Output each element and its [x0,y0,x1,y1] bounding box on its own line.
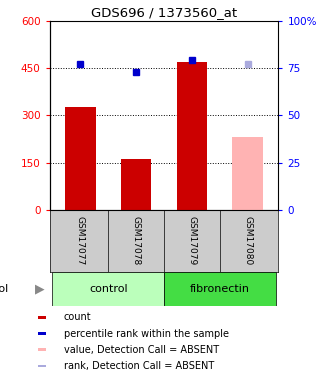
Bar [38,316,46,319]
Text: fibronectin: fibronectin [190,284,250,294]
Bar [232,137,263,210]
Bar [177,62,207,210]
Bar [121,159,151,210]
Text: protocol: protocol [0,284,8,294]
Text: GSM17078: GSM17078 [132,216,140,266]
Title: GDS696 / 1373560_at: GDS696 / 1373560_at [91,6,237,20]
Bar [38,364,46,368]
Bar [38,332,46,335]
Bar [38,348,46,351]
Text: GSM17080: GSM17080 [243,216,252,266]
Text: GSM17079: GSM17079 [188,216,196,266]
Text: count: count [64,312,92,322]
Text: value, Detection Call = ABSENT: value, Detection Call = ABSENT [64,345,219,355]
Text: rank, Detection Call = ABSENT: rank, Detection Call = ABSENT [64,361,214,371]
Text: percentile rank within the sample: percentile rank within the sample [64,329,229,339]
Bar [65,107,96,210]
Bar [52,272,164,306]
Text: control: control [89,284,127,294]
Text: GSM17077: GSM17077 [76,216,85,266]
Bar [164,272,276,306]
Text: ▶: ▶ [35,282,45,295]
